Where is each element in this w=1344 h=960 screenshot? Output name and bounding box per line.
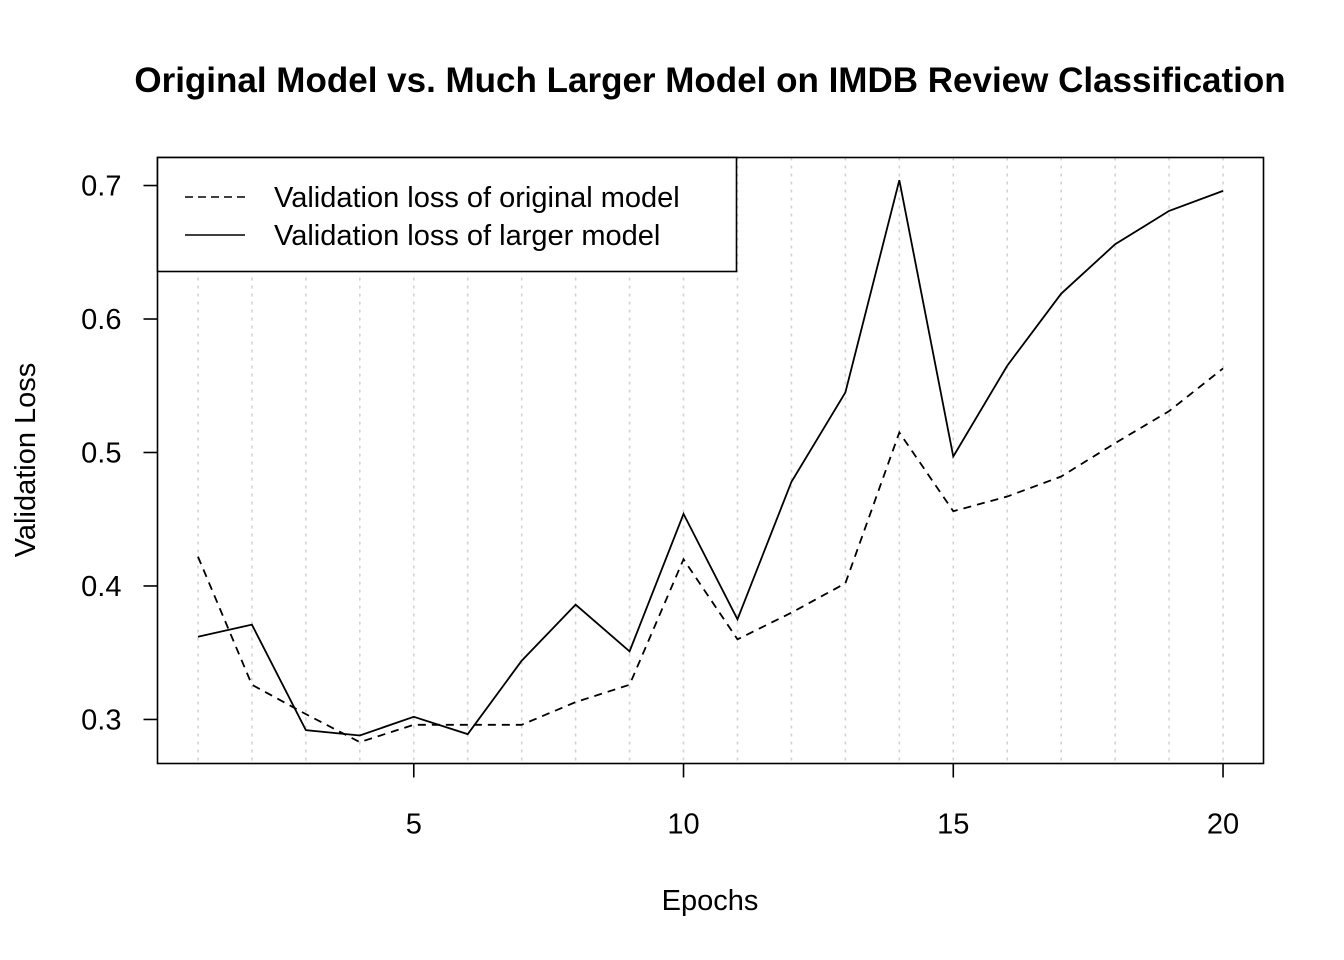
y-tick-label: 0.6	[81, 304, 121, 336]
x-tick-label: 20	[1207, 809, 1239, 841]
grid-lines	[197, 157, 1224, 764]
y-tick-label: 0.4	[81, 571, 121, 603]
x-tick-label: 5	[406, 809, 422, 841]
series-line-larger	[197, 179, 1224, 737]
y-tick-label: 0.3	[81, 704, 121, 736]
chart-title: Original Model vs. Much Larger Model on …	[134, 61, 1285, 100]
series-line-original	[197, 367, 1224, 744]
x-axis-label: Epochs	[662, 885, 759, 917]
legend-label-larger: Validation loss of larger model	[274, 220, 660, 252]
y-axis: 0.3 0.4 0.5 0.6 0.7	[81, 171, 158, 736]
legend-label-original: Validation loss of original model	[274, 182, 680, 214]
x-axis: 5 10 15 20	[406, 763, 1239, 841]
legend: Validation loss of original model Valida…	[156, 156, 738, 273]
x-tick-label: 10	[667, 809, 699, 841]
series-lines	[197, 179, 1224, 744]
x-tick-label: 15	[937, 809, 969, 841]
y-tick-label: 0.7	[81, 171, 121, 203]
legend-box	[156, 156, 738, 273]
y-axis-label: Validation Loss	[10, 363, 42, 558]
y-tick-label: 0.5	[81, 437, 121, 469]
